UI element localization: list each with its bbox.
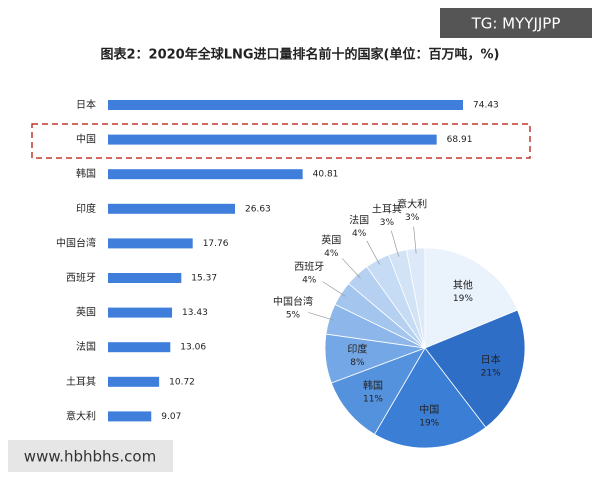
pie-slice <box>374 347 487 449</box>
category-label: 印度 <box>76 202 96 215</box>
value-label: 10.72 <box>169 377 195 387</box>
bar <box>108 411 152 422</box>
bar <box>108 100 463 110</box>
value-label: 17.76 <box>203 239 229 249</box>
value-label: 74.43 <box>473 101 499 111</box>
bar <box>108 342 171 353</box>
pie-category-label: 韩国 <box>363 379 383 392</box>
pie-value-label: 11% <box>363 394 383 404</box>
value-label: 40.81 <box>313 170 339 180</box>
bar <box>108 307 173 318</box>
pie-value-label: 19% <box>453 294 473 304</box>
overlay-text: www.hbhbhs.com <box>24 448 156 466</box>
leader-line <box>390 230 400 257</box>
value-label: 13.43 <box>182 308 208 318</box>
category-label: 土耳其 <box>66 375 96 388</box>
overlay-box <box>440 8 592 38</box>
overlay-box <box>8 440 173 472</box>
pie-category-label: 其他 <box>453 279 473 292</box>
bar <box>108 238 193 249</box>
chart-title: 图表2：2020年全球LNG进口量排名前十的国家(单位：百万吨，%) <box>101 47 500 63</box>
pie-chart: 其他19%日本21%中国19%韩国11%印度8%中国台湾5%西班牙4%英国4%法… <box>273 198 526 449</box>
pie-value-label: 3% <box>405 213 420 223</box>
leader-line <box>322 281 346 297</box>
bar <box>108 203 236 214</box>
category-label: 法国 <box>76 340 96 353</box>
category-label: 中国 <box>76 133 96 146</box>
value-label: 68.91 <box>447 135 473 145</box>
pie-category-label: 英国 <box>321 234 341 247</box>
value-label: 9.07 <box>161 412 181 422</box>
pie-value-label: 4% <box>352 229 367 239</box>
pie-value-label: 8% <box>350 358 365 368</box>
category-label: 英国 <box>76 306 96 319</box>
leader-line <box>366 240 380 265</box>
value-label: 15.37 <box>191 274 217 284</box>
pie-category-label: 印度 <box>347 342 367 355</box>
pie-value-label: 21% <box>481 368 501 378</box>
bar <box>108 134 437 145</box>
leader-line <box>413 226 417 254</box>
pie-slice <box>330 347 426 435</box>
pie-slice <box>424 247 519 349</box>
overlay-text: TG: MYYJJPP <box>471 15 561 33</box>
pie-category-label: 中国台湾 <box>273 295 313 308</box>
pie-value-label: 3% <box>380 218 395 228</box>
pie-category-label: 西班牙 <box>294 261 324 273</box>
category-label: 意大利 <box>66 409 96 422</box>
bar <box>108 169 303 180</box>
pie-slice <box>424 309 526 428</box>
leader-line <box>341 258 361 279</box>
category-label: 中国台湾 <box>56 236 96 249</box>
value-label: 13.06 <box>180 343 206 353</box>
value-label: 26.63 <box>245 204 271 214</box>
pie-category-label: 中国 <box>419 403 439 416</box>
leader-line <box>308 312 335 321</box>
pie-category-label: 日本 <box>481 353 501 366</box>
bar <box>108 376 160 387</box>
pie-value-label: 19% <box>419 418 439 428</box>
pie-value-label: 4% <box>324 249 339 259</box>
category-label: 韩国 <box>76 167 96 180</box>
category-label: 西班牙 <box>66 272 96 284</box>
category-label: 日本 <box>76 98 96 111</box>
bar <box>108 273 182 283</box>
pie-value-label: 4% <box>302 275 317 285</box>
pie-category-label: 土耳其 <box>372 202 402 215</box>
pie-value-label: 5% <box>286 310 301 320</box>
highlight-box <box>31 123 531 159</box>
pie-category-label: 意大利 <box>397 198 427 211</box>
pie-category-label: 法国 <box>349 214 369 227</box>
